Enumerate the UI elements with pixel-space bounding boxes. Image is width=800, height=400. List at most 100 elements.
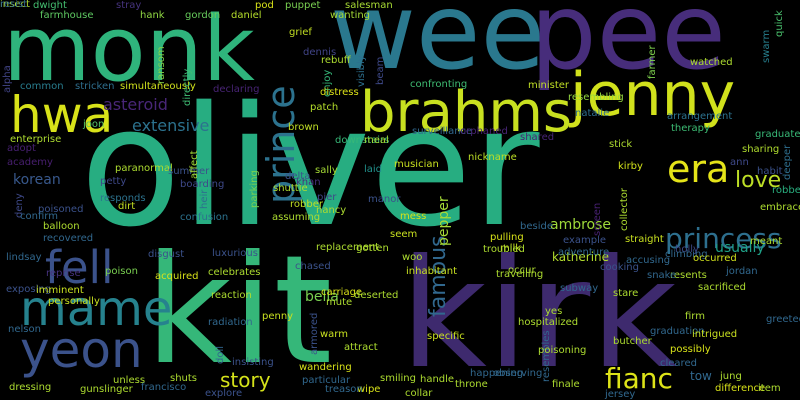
word-milk: milk	[500, 243, 522, 254]
word-treason: treason	[325, 384, 363, 395]
word-shared: shared	[520, 132, 555, 143]
word-acquired: acquired	[155, 271, 199, 282]
word-kirby: kirby	[618, 161, 643, 172]
word-farmer: farmer	[647, 45, 658, 79]
word-difference: difference	[715, 383, 766, 394]
word-natalie: natalie	[575, 108, 610, 119]
word-visibly: visibly	[356, 55, 367, 87]
word-minister: minister	[528, 80, 570, 91]
word-straight: straight	[625, 234, 664, 245]
word-heir: heir	[199, 189, 210, 209]
word-reprise: reprise	[46, 268, 81, 279]
word-accusing: accusing	[626, 255, 671, 266]
word-specific: specific	[427, 331, 465, 342]
word-sacrificed: sacrificed	[698, 282, 747, 293]
word-gordon: gordon	[185, 10, 221, 21]
word-gunslinger: gunslinger	[80, 384, 133, 395]
word-finale: finale	[552, 379, 580, 390]
word-smiling: smiling	[380, 373, 416, 384]
word-penny: penny	[262, 311, 294, 322]
word-tow: tow	[690, 369, 712, 383]
word-exposing: exposing	[6, 284, 52, 295]
word-kit: kit	[145, 224, 333, 398]
word-celebrates: celebrates	[208, 267, 261, 278]
word-meant: meant	[750, 236, 783, 247]
word-orphaned: orphaned	[460, 126, 508, 137]
word-poisoned: poisoned	[38, 204, 84, 215]
word-cooking: cooking	[600, 262, 639, 273]
word-katherine: katherine	[552, 250, 610, 264]
word-insect: insect	[0, 0, 30, 10]
word-oliver: oliver	[80, 71, 540, 263]
word-seem: seem	[390, 229, 418, 240]
word-lindsay: lindsay	[6, 252, 42, 263]
word-item: item	[758, 383, 781, 394]
word-occurred: occurred	[693, 253, 737, 264]
word-arrangement: arrangement	[667, 111, 733, 122]
word-musician: musician	[394, 159, 439, 170]
word-dressing: dressing	[9, 382, 52, 393]
word-jordan: jordan	[726, 266, 758, 277]
word-hwa: hwa	[10, 86, 114, 144]
word-example: example	[563, 235, 607, 246]
word-stick: stick	[609, 139, 633, 150]
word-bella: bella	[305, 289, 339, 305]
word-confusion: confusion	[180, 212, 229, 223]
word-stricken: stricken	[75, 81, 115, 92]
word-dwight: dwight	[33, 0, 67, 11]
word-downstairs: downstairs	[335, 135, 390, 146]
word-parking: parking	[249, 170, 260, 208]
word-collector: collector	[619, 188, 630, 231]
word-assuming: assuming	[272, 212, 321, 223]
word-jung: jung	[720, 371, 742, 382]
word-joon: joon	[83, 119, 105, 130]
word-resist: resist	[0, 0, 28, 10]
word-disgust: disgust	[148, 249, 185, 260]
word-enterprise: enterprise	[10, 134, 62, 145]
word-ann: ann	[730, 157, 749, 168]
word-watched: watched	[690, 57, 733, 68]
word-gotten: gotten	[356, 243, 389, 254]
word-explore: explore	[205, 388, 243, 399]
word-personally: personally	[48, 296, 100, 307]
word-troubled: troubled	[483, 244, 525, 255]
word-swarm: swarm	[761, 29, 772, 63]
word-handle: handle	[420, 374, 455, 385]
word-era: era	[667, 147, 730, 191]
word-subway: subway	[560, 283, 599, 294]
word-common: common	[20, 81, 64, 92]
word-dirt: dirt	[118, 201, 136, 212]
word-imminent: imminent	[36, 285, 84, 296]
word-screen: screen	[592, 202, 603, 236]
word-mute: mute	[326, 297, 353, 308]
word-sharing: sharing	[742, 144, 780, 155]
word-meal: meal	[364, 135, 389, 146]
word-woo: woo	[402, 252, 423, 263]
word-love: love	[735, 168, 782, 193]
word-stare: stare	[613, 288, 639, 299]
word-affect: affect	[189, 150, 200, 179]
word-attract: attract	[344, 342, 378, 353]
word-confirm: confirm	[20, 211, 58, 222]
word-mess: mess	[400, 211, 427, 222]
word-story: story	[220, 368, 271, 392]
word-observing: observing	[493, 368, 543, 379]
word-pod: pod	[255, 0, 274, 11]
word-carriage: carriage	[321, 287, 363, 298]
word-recovered: recovered	[43, 233, 94, 244]
word-grief: grief	[289, 27, 312, 38]
word-beam: beam	[375, 56, 386, 85]
word-fianc: fianc	[605, 362, 673, 395]
word-yeon: yeon	[20, 321, 143, 379]
word-summer: summer	[168, 166, 210, 177]
word-balloon: balloon	[43, 221, 80, 232]
word-asteroid: asteroid	[103, 95, 168, 114]
word-jenny: jenny	[570, 60, 736, 130]
word-patch: patch	[310, 102, 339, 113]
word-wanting: wanting	[330, 10, 371, 21]
word-rebuff: rebuff	[321, 55, 351, 66]
word-yes: yes	[545, 306, 563, 317]
word-confronting: confronting	[410, 79, 468, 90]
word-firm: firm	[685, 311, 705, 322]
word-inhabitant: inhabitant	[406, 266, 458, 277]
